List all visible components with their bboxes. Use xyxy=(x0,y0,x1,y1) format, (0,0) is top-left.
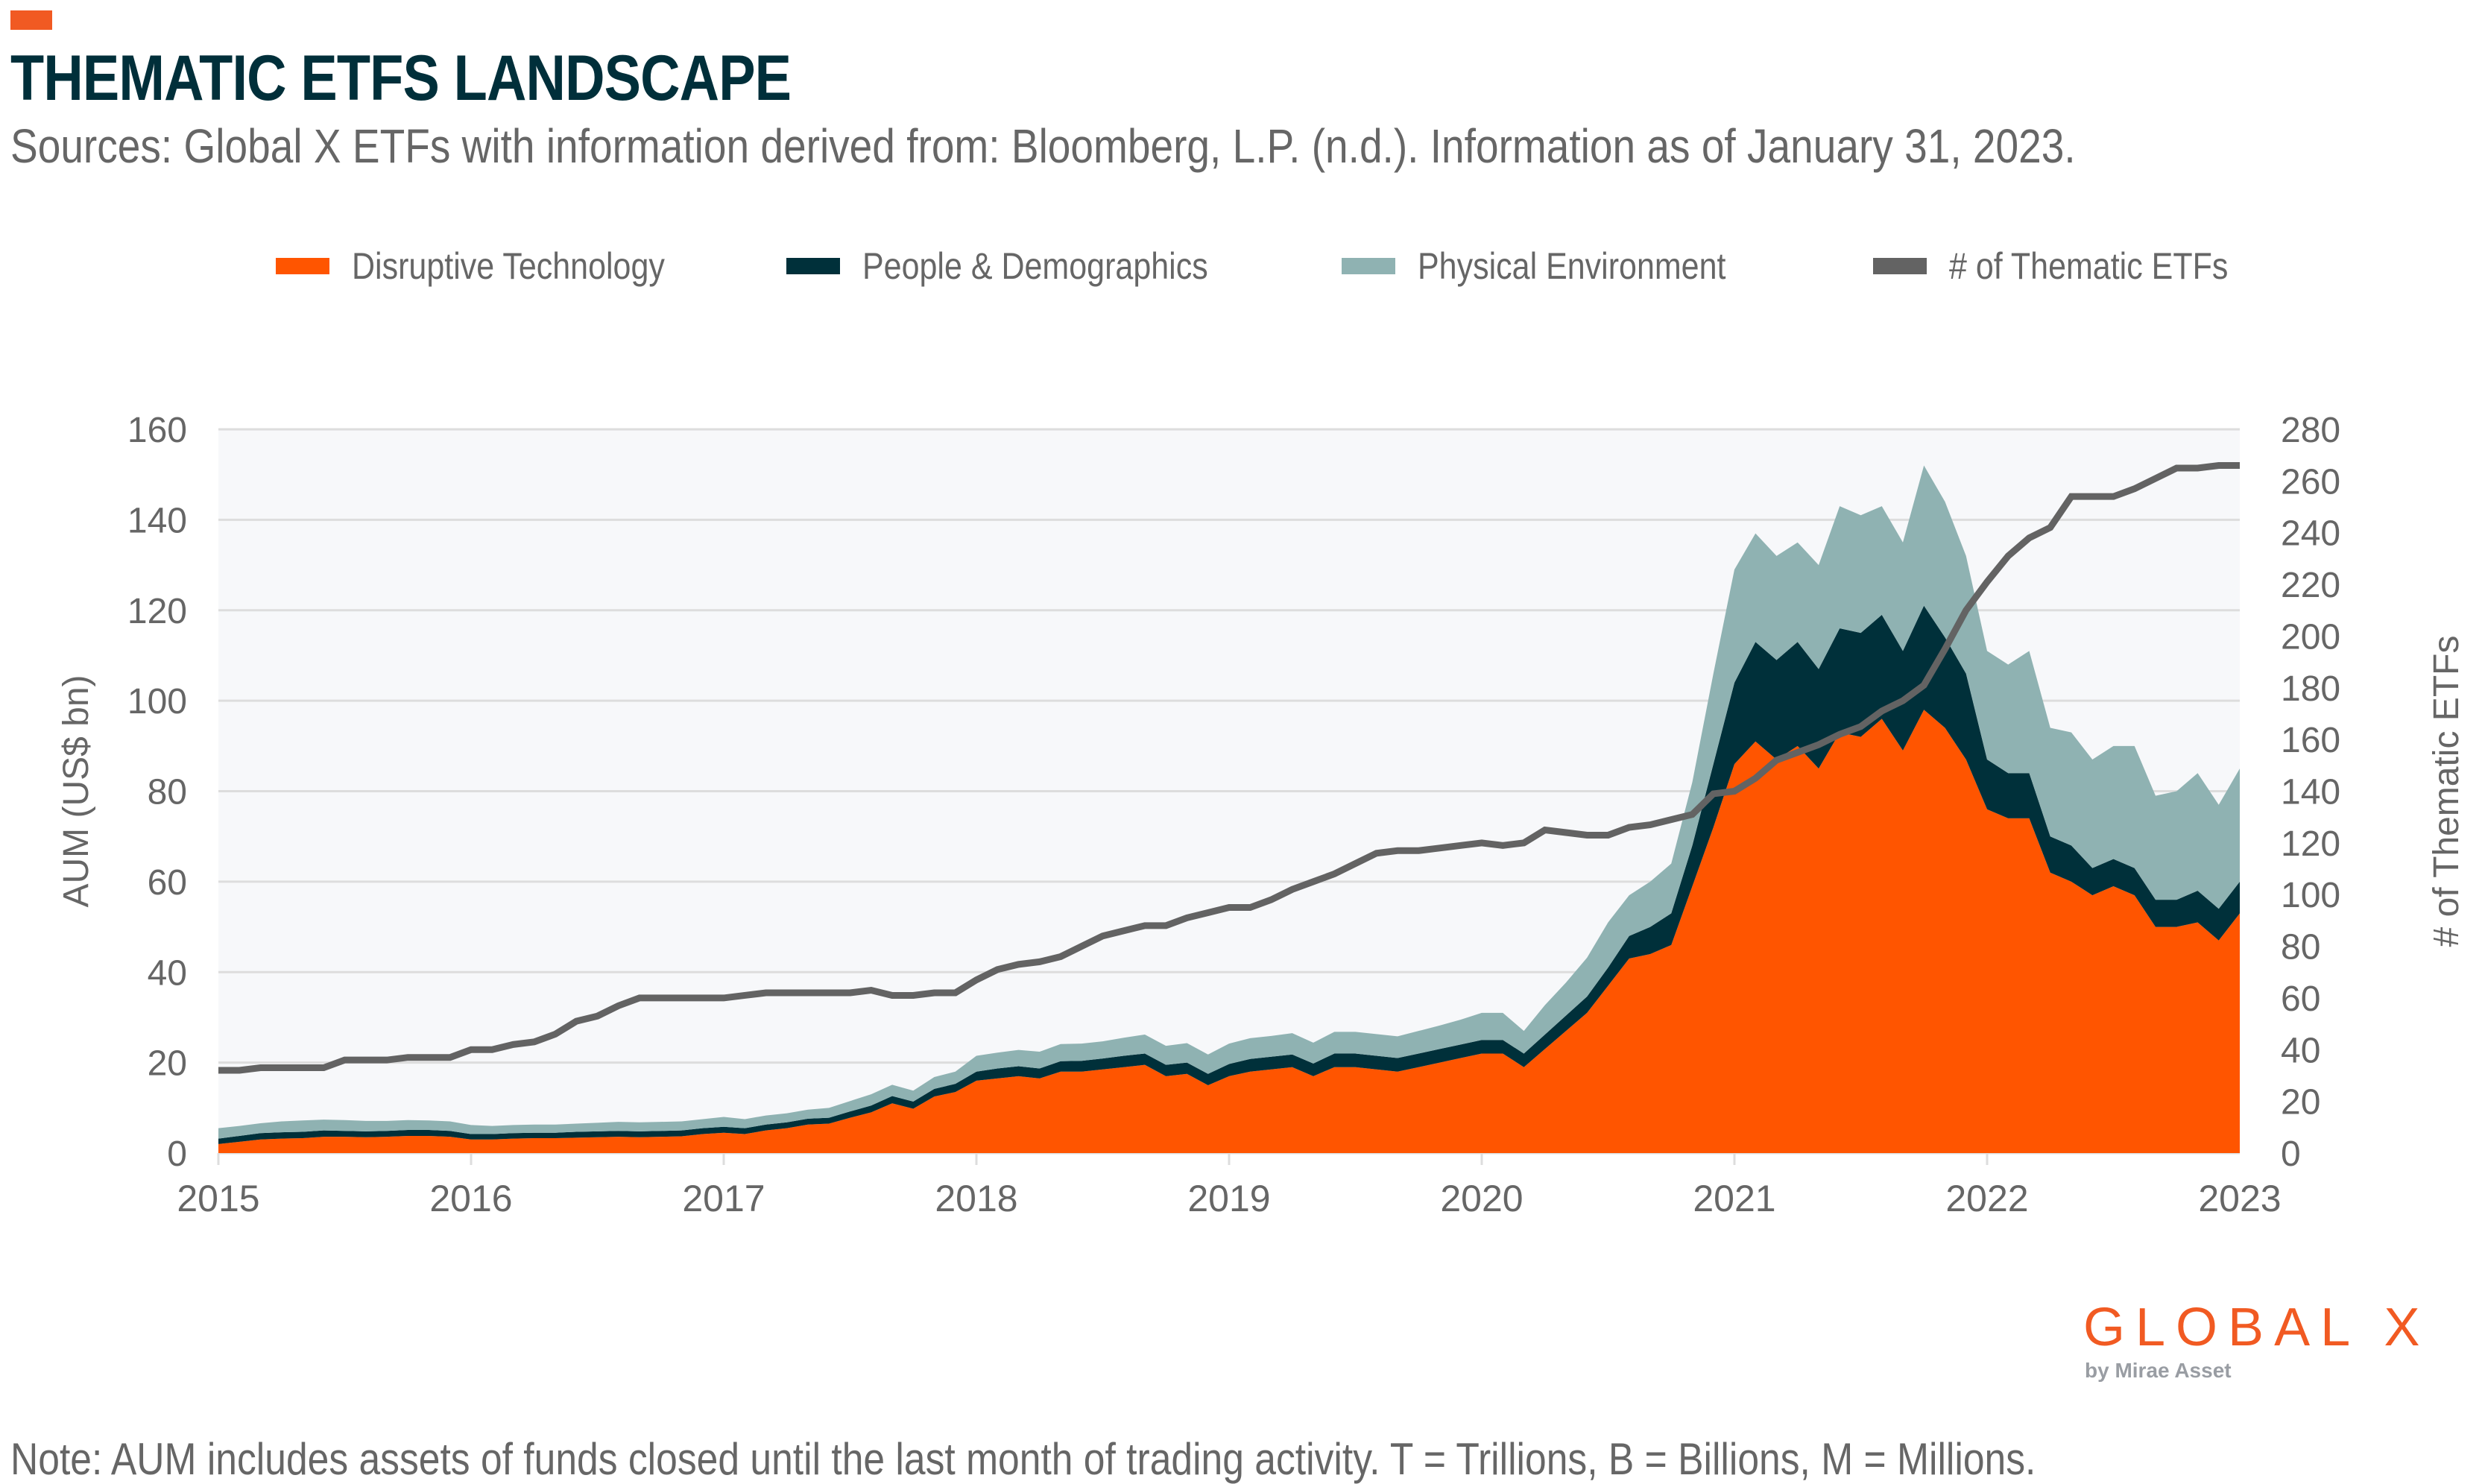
y-tick-label: 80 xyxy=(148,773,187,812)
legend-label-physical-environment: Physical Environment xyxy=(1418,245,1726,287)
logo-tagline: by Mirae Asset xyxy=(2085,1359,2232,1382)
legend-swatch-people-demographics xyxy=(786,258,840,274)
legend-label-disruptive-technology: Disruptive Technology xyxy=(352,245,665,287)
y2-tick-label: 220 xyxy=(2281,566,2340,605)
chart-legend: Disruptive Technology People & Demograph… xyxy=(0,240,2485,292)
area-disruptive-technology xyxy=(218,710,2240,1153)
legend-swatch-disruptive-technology xyxy=(276,258,329,274)
y2-tick-label: 280 xyxy=(2281,411,2340,450)
x-tick-label: 2023 xyxy=(2198,1178,2281,1219)
stacked-areas xyxy=(218,465,2240,1153)
x-tick-label: 2019 xyxy=(1187,1178,1270,1219)
y-axis-right-ticks: 0 20 40 60 80 100 120 140 160 180 200 220 240 260 280 xyxy=(2281,411,2340,1174)
y2-tick-label: 60 xyxy=(2281,979,2320,1019)
y-tick-label: 160 xyxy=(127,411,187,450)
y-tick-label: 0 xyxy=(167,1134,187,1174)
y-tick-label: 20 xyxy=(148,1044,187,1084)
y2-tick-label: 40 xyxy=(2281,1031,2320,1070)
y2-tick-label: 80 xyxy=(2281,928,2320,967)
y-tick-label: 120 xyxy=(127,592,187,631)
count-line-group xyxy=(218,462,2240,1074)
x-tick-label: 2021 xyxy=(1693,1178,1775,1219)
legend-swatch-thematic-etf-count xyxy=(1873,258,1927,274)
footnote: Note: AUM includes assets of funds close… xyxy=(10,1434,2036,1484)
y-tick-label: 60 xyxy=(148,863,187,903)
x-tick-label: 2017 xyxy=(682,1178,765,1219)
x-axis-ticks: 2015 2016 2017 2018 2019 2020 2021 2022 2023 xyxy=(177,1153,2282,1219)
y2-tick-label: 120 xyxy=(2281,824,2340,864)
y-tick-label: 100 xyxy=(127,682,187,722)
global-x-logo: GLOBAL X by Mirae Asset xyxy=(2083,1301,2420,1390)
logo-wordmark: GLOBAL X xyxy=(2083,1298,2431,1357)
x-tick-label: 2016 xyxy=(429,1178,512,1219)
legend-item-disruptive-technology: Disruptive Technology xyxy=(276,240,716,292)
y2-tick-label: 0 xyxy=(2281,1134,2301,1174)
x-tick-label: 2022 xyxy=(1945,1178,2028,1219)
y2-tick-label: 260 xyxy=(2281,462,2340,502)
page-subtitle: Sources: Global X ETFs with information … xyxy=(10,119,2076,173)
area-people-demographics xyxy=(218,605,2240,1144)
y2-tick-label: 180 xyxy=(2281,669,2340,709)
page-title: THEMATIC ETFS LANDSCAPE xyxy=(10,42,792,114)
legend-label-people-demographics: People & Demographics xyxy=(862,245,1208,287)
y-axis-right-label: # of Thematic ETFs xyxy=(2427,636,2466,947)
y2-tick-label: 160 xyxy=(2281,721,2340,760)
y-axis-left-label: AUM (US$ bn) xyxy=(57,675,96,907)
x-tick-label: 2020 xyxy=(1440,1178,1523,1219)
area-physical-environment xyxy=(218,465,2240,1139)
legend-item-thematic-etf-count: # of Thematic ETFs xyxy=(1873,240,2273,292)
legend-item-people-demographics: People & Demographics xyxy=(786,240,1264,292)
accent-bar xyxy=(10,10,52,30)
y-axis-left-ticks: 0 20 40 60 80 100 120 140 160 xyxy=(127,411,187,1174)
y-tick-label: 140 xyxy=(127,501,187,540)
y2-tick-label: 200 xyxy=(2281,617,2340,657)
y2-tick-label: 100 xyxy=(2281,876,2340,915)
y2-tick-label: 20 xyxy=(2281,1083,2320,1123)
y-tick-label: 40 xyxy=(148,953,187,993)
y2-tick-label: 240 xyxy=(2281,514,2340,554)
line-thematic-etf-count xyxy=(218,462,2240,1074)
x-tick-label: 2015 xyxy=(177,1178,259,1219)
x-tick-label: 2018 xyxy=(935,1178,1017,1219)
legend-item-physical-environment: Physical Environment xyxy=(1342,240,1776,292)
legend-swatch-physical-environment xyxy=(1342,258,1395,274)
legend-label-thematic-etf-count: # of Thematic ETFs xyxy=(1949,245,2229,287)
y2-tick-label: 140 xyxy=(2281,773,2340,812)
